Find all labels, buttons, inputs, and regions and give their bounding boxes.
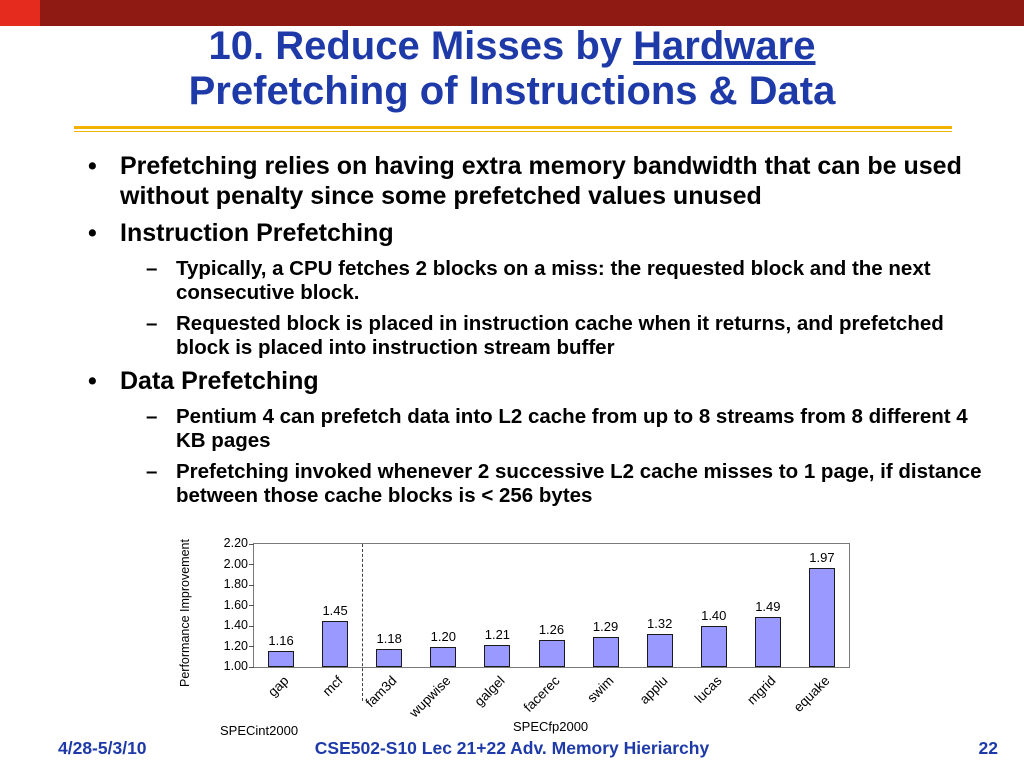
sub-bullet-text: Prefetching invoked whenever 2 successiv… bbox=[176, 460, 982, 508]
y-tick-label: 2.00 bbox=[223, 556, 248, 571]
bar-value-label: 1.21 bbox=[484, 627, 511, 643]
sub-bullet-item: – Requested block is placed in instructi… bbox=[146, 312, 988, 360]
bar-value-label: 1.49 bbox=[755, 598, 781, 614]
y-tick-mark bbox=[249, 605, 254, 606]
sub-bullet-text: Typically, a CPU fetches 2 blocks on a m… bbox=[176, 256, 931, 304]
footer-page-number: 22 bbox=[978, 738, 998, 758]
bullet-list: • Prefetching relies on having extra mem… bbox=[88, 152, 988, 516]
bar bbox=[430, 646, 457, 667]
separator-thick-line bbox=[74, 126, 952, 129]
dash-marker: – bbox=[146, 256, 158, 280]
bar bbox=[592, 637, 619, 667]
title-separator bbox=[74, 126, 952, 132]
bullet-text: Prefetching relies on having extra memor… bbox=[120, 152, 962, 210]
sub-bullet-text: Requested block is placed in instruction… bbox=[176, 311, 944, 360]
y-tick-mark bbox=[249, 584, 254, 586]
group-label-specfp2000: SPECfp2000 bbox=[513, 719, 589, 734]
y-tick-label: 1.80 bbox=[223, 577, 248, 591]
title-prefix: 10. Reduce Misses by bbox=[208, 24, 634, 68]
bar-value-label: 1.18 bbox=[376, 630, 402, 646]
bar-value-label: 1.40 bbox=[701, 608, 727, 623]
group-label-specint2000: SPECint2000 bbox=[220, 723, 299, 738]
title-line2: Prefetching of Instructions & Data bbox=[188, 68, 836, 113]
sub-bullet-item: – Prefetching invoked whenever 2 success… bbox=[146, 460, 988, 508]
y-tick-label: 2.20 bbox=[223, 536, 248, 550]
separator-thin-line bbox=[74, 131, 952, 132]
dash-marker: – bbox=[146, 460, 158, 484]
bar bbox=[808, 567, 835, 667]
footer: 4/28-5/3/10 CSE502-S10 Lec 21+22 Adv. Me… bbox=[0, 738, 1024, 760]
corner-accent bbox=[0, 0, 40, 26]
spec-divider-line bbox=[362, 544, 364, 701]
bar bbox=[538, 640, 565, 667]
y-tick-label: 1.20 bbox=[223, 638, 248, 653]
top-band bbox=[0, 0, 1024, 26]
bar-value-label: 1.16 bbox=[268, 632, 294, 648]
bar-value-label: 1.26 bbox=[538, 622, 565, 638]
y-axis-title: Performance Improvement bbox=[178, 539, 192, 687]
title-underlined-word: Hardware bbox=[633, 24, 816, 68]
dash-marker: – bbox=[146, 404, 158, 428]
chart-plot: 2.20 2.00 1.80 1.60 1.40 1.20 1.00 1.16 gap 1.45 m… bbox=[224, 536, 850, 720]
y-tick-mark bbox=[249, 666, 254, 668]
bar-value-label: 1.20 bbox=[430, 628, 456, 644]
bullet-marker: • bbox=[88, 219, 97, 247]
bar bbox=[700, 626, 727, 667]
bar bbox=[268, 650, 295, 667]
bullet-item: • Data Prefetching bbox=[88, 367, 988, 397]
bar-value-label: 1.32 bbox=[647, 616, 673, 632]
footer-date: 4/28-5/3/10 bbox=[58, 738, 147, 758]
footer-course-title: CSE502-S10 Lec 21+22 Adv. Memory Hieriar… bbox=[314, 738, 710, 758]
bar bbox=[646, 634, 673, 667]
bullet-marker: • bbox=[88, 152, 97, 180]
y-tick-mark bbox=[249, 543, 254, 545]
y-tick-label: 1.00 bbox=[223, 659, 248, 673]
page-title: 10. Reduce Misses by Hardware Prefetching… bbox=[40, 24, 984, 114]
y-tick-label: 1.40 bbox=[223, 618, 248, 632]
bullet-item: • Prefetching relies on having extra mem… bbox=[88, 152, 988, 211]
sub-bullet-item: – Typically, a CPU fetches 2 blocks on a… bbox=[146, 257, 988, 305]
bullet-text: Instruction Prefetching bbox=[120, 219, 394, 247]
bar bbox=[754, 616, 781, 667]
bar-value-label: 1.45 bbox=[322, 602, 348, 618]
performance-bar-chart: Performance Improvement 2.20 2.00 1.80 1.60… bbox=[175, 536, 875, 743]
bullet-item: • Instruction Prefetching bbox=[88, 219, 988, 249]
y-tick-mark bbox=[249, 646, 254, 647]
bullet-text: Data Prefetching bbox=[120, 367, 319, 396]
bar bbox=[484, 645, 511, 667]
bar bbox=[322, 620, 349, 667]
bar bbox=[376, 648, 403, 667]
bullet-marker: • bbox=[88, 367, 97, 396]
dash-marker: – bbox=[146, 311, 158, 335]
sub-bullet-item: – Pentium 4 can prefetch data into L2 ca… bbox=[146, 405, 988, 453]
bar-value-label: 1.97 bbox=[809, 549, 835, 565]
y-tick-mark bbox=[249, 625, 254, 627]
y-tick-label: 1.60 bbox=[223, 597, 248, 612]
sub-bullet-text: Pentium 4 can prefetch data into L2 cach… bbox=[176, 404, 968, 452]
bar-value-label: 1.29 bbox=[592, 619, 619, 635]
y-tick-mark bbox=[249, 564, 254, 565]
